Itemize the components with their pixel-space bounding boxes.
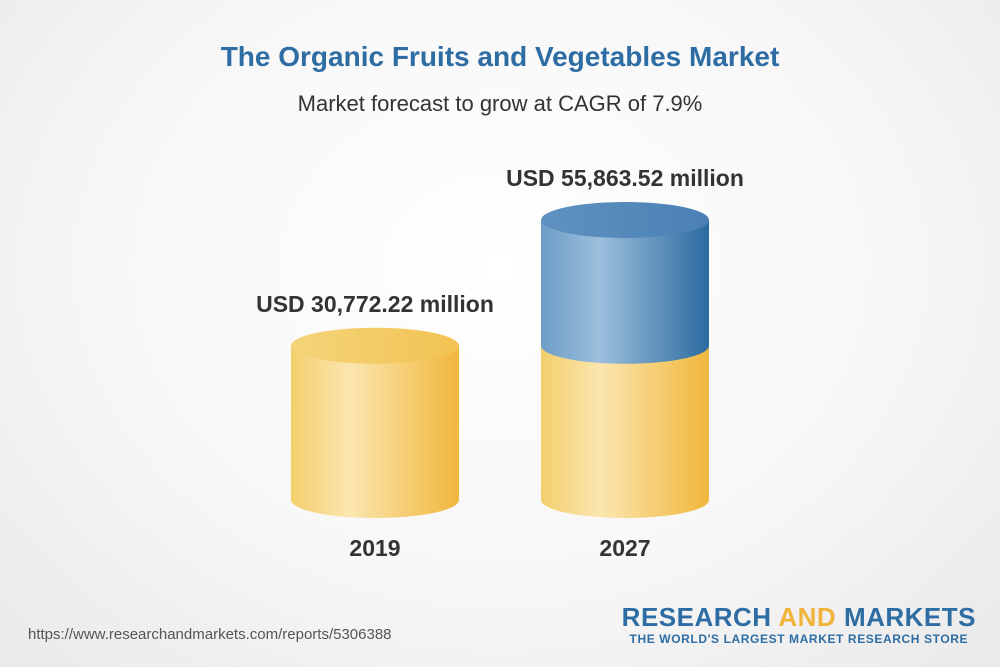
- chart-title: The Organic Fruits and Vegetables Market: [221, 41, 780, 72]
- chart-subtitle: Market forecast to grow at CAGR of 7.9%: [298, 91, 703, 116]
- bar-2027-base-segment: [541, 345, 709, 518]
- brand-word-research: RESEARCH: [621, 602, 772, 632]
- brand-tagline: THE WORLD'S LARGEST MARKET RESEARCH STOR…: [629, 632, 969, 646]
- brand-logo: RESEARCH AND MARKETS THE WORLD'S LARGEST…: [622, 603, 976, 647]
- bar-2027-top: [541, 202, 709, 238]
- category-label-2027: 2027: [599, 535, 650, 561]
- brand-name: RESEARCH AND MARKETS: [622, 603, 976, 631]
- bar-2019-base-segment: [291, 345, 459, 518]
- bar-2027-growth-segment: [541, 220, 709, 364]
- source-url[interactable]: https://www.researchandmarkets.com/repor…: [28, 626, 392, 643]
- bars: USD 30,772.22 million 2019 USD 55,863.52 m…: [256, 165, 744, 561]
- value-label-2027: USD 55,863.52 million: [506, 165, 744, 191]
- value-label-2019: USD 30,772.22 million: [256, 291, 494, 317]
- brand-word-markets: MARKETS: [843, 602, 976, 632]
- brand-word-and: AND: [778, 602, 837, 632]
- category-label-2019: 2019: [349, 535, 400, 561]
- bar-2019-top: [291, 327, 459, 364]
